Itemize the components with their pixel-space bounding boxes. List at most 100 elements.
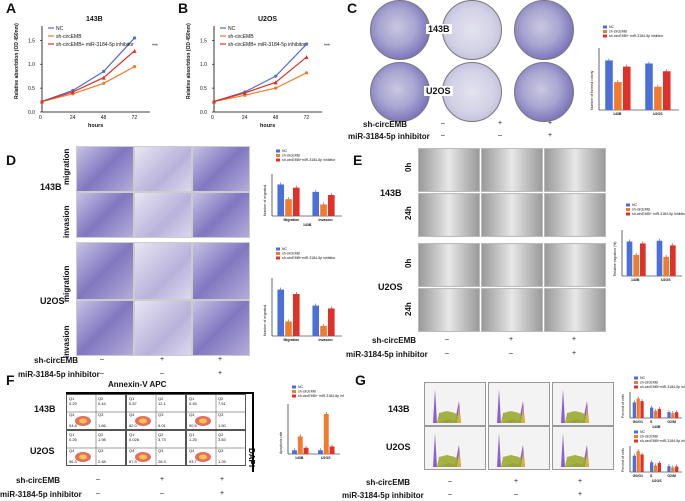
quadrant-value: 0.45 — [189, 401, 198, 406]
x-tick-label: 48 — [101, 115, 107, 121]
f-xaxis-arrow — [66, 392, 254, 394]
e-u2os-24h-nc — [418, 288, 480, 332]
legend-label: sh-circEMB+ miR-3184-5p inhibitor — [56, 42, 134, 48]
legend-swatch — [626, 212, 630, 216]
bar — [663, 256, 669, 276]
e-0h-143b: 0h — [404, 162, 413, 172]
data-point — [40, 99, 44, 104]
f-treat-row1: sh-circEMB — [16, 476, 61, 485]
quadrant-name: Q4 — [69, 448, 75, 453]
cell-population-core — [79, 418, 87, 424]
c-treat-row1: sh-circEMB — [363, 120, 408, 129]
quadrant-value: 0.44 — [98, 401, 107, 406]
legend-label: NC — [632, 203, 638, 207]
legend-swatch — [292, 394, 296, 398]
significance-mark: *** — [152, 44, 158, 50]
legend-label: NC — [640, 376, 646, 380]
data-point — [70, 89, 75, 94]
legend-label: sh-circEMB — [228, 34, 254, 40]
chart-g-143b: G0/G1 S G2/M Percent of cells NCsh-circEMBsh… — [621, 376, 685, 428]
g-treat-row1: sh-circEMB — [366, 478, 411, 487]
f-yaxis-arrow — [252, 392, 254, 472]
x-tick-label: G2/M — [667, 420, 676, 424]
legend-label: NC — [640, 430, 646, 434]
chart-g-u2os: G0/G1 S G2/M Percent of cells NCsh-circEMBsh… — [621, 430, 685, 482]
quadrant-name: Q3 — [98, 448, 104, 453]
d-treat-row1: sh-circEMB — [34, 356, 79, 365]
d-invasion-label-u2os: invasion — [62, 325, 71, 358]
legend-swatch — [634, 430, 638, 434]
quadrant-value: 3.73 — [158, 437, 167, 442]
d-migration-label-143b: migration — [62, 148, 71, 185]
x-tick-label: S — [650, 474, 653, 478]
bar — [292, 450, 297, 454]
x-tick-label: 143B — [295, 456, 304, 460]
flow-plot: Q1 1.25 Q2 3.83 Q4 93.7 Q3 1.25 — [186, 430, 246, 466]
bar — [605, 60, 613, 110]
c-sign-2c: + — [548, 132, 553, 139]
d-u2os-mig-inh — [192, 242, 250, 300]
d-sign-2c: + — [218, 370, 223, 377]
e-sign-1a: – — [445, 336, 449, 343]
quadrant-name: Q2 — [218, 432, 224, 437]
quadrant-value: 2.48 — [98, 459, 107, 464]
g-hist-143b-sh — [488, 382, 550, 426]
bar — [675, 412, 679, 418]
e-sign-2b: – — [509, 350, 513, 357]
quadrant-name: Q4 — [129, 412, 135, 417]
legend-swatch — [276, 149, 280, 153]
y-axis-label: Relative absorbtion (OD 450nm) — [186, 23, 192, 99]
e-u2os-24h-inh — [544, 288, 606, 332]
f-sign-2a: – — [96, 490, 100, 497]
e-143b-0h-sh — [481, 148, 543, 192]
legend-swatch — [634, 435, 638, 438]
data-point — [242, 90, 247, 95]
series-line-2 — [213, 56, 307, 103]
quadrant-name: Q3 — [218, 448, 224, 453]
legend-label: NC — [282, 247, 288, 251]
quadrant-value: 0.87 — [129, 401, 138, 406]
d-sign-2a: – — [100, 370, 104, 377]
legend-label: NC — [282, 149, 288, 153]
panel-label-b: B — [178, 0, 189, 16]
series-line-2 — [41, 50, 135, 103]
d-sign-1a: – — [100, 356, 104, 363]
quadrant-value: 94.8 — [69, 423, 78, 428]
data-point — [132, 36, 137, 40]
s-phase — [437, 411, 461, 423]
legend-swatch — [603, 34, 607, 38]
f-sign-2c: + — [220, 490, 225, 497]
bar — [633, 254, 639, 276]
f-sign-1a: – — [96, 476, 100, 483]
legend-swatch — [292, 385, 296, 389]
data-point — [274, 86, 278, 90]
data-point — [132, 65, 137, 69]
x-tick-label: 72 — [304, 115, 310, 121]
bar — [670, 245, 676, 276]
legend-label: NC — [298, 385, 304, 389]
cell-population-core — [139, 418, 147, 424]
legend-label: sh-circEMB+ miR-3184-5p inhibitor — [298, 394, 344, 398]
e-143b-24h-inh — [544, 193, 606, 237]
chart-a: 143B 0.0 0.5 1.0 1.5 0 24 48 72 hours Relative abs… — [14, 16, 158, 129]
legend-label: sh-circEMB+ miR-3184-5p inhibitor — [632, 212, 685, 216]
quadrant-value: 12.1 — [158, 401, 167, 406]
bar — [285, 199, 292, 216]
d-sign-1c: + — [218, 356, 223, 363]
g2-peak — [585, 451, 589, 467]
y-axis-label: Relative absorbtion (OD 450nm) — [14, 23, 20, 99]
panel-label-g: G — [355, 372, 366, 388]
d-143b-mig-nc — [76, 146, 134, 192]
y-axis-label: Number of migrated — [263, 305, 267, 336]
d-cell-u2os: U2OS — [40, 296, 65, 306]
quadrant-value: 1.66 — [98, 423, 107, 428]
bar — [293, 187, 300, 216]
quadrant-value: 1.50 — [218, 423, 227, 428]
bar — [636, 451, 640, 472]
bar — [312, 305, 320, 336]
bar — [312, 191, 320, 216]
bar — [653, 410, 658, 418]
d-invasion-label-143b: invasion — [62, 205, 71, 238]
